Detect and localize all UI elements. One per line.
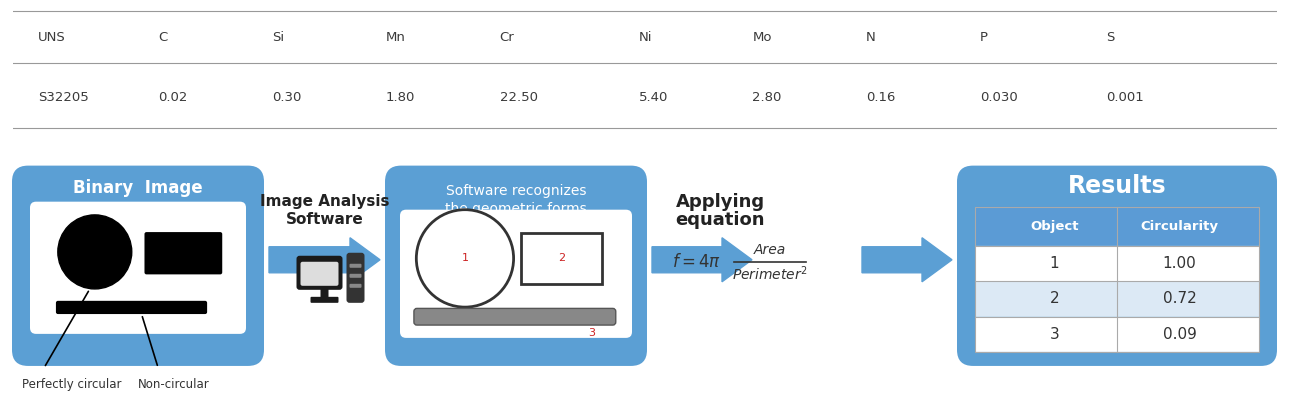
Text: 1: 1	[462, 253, 468, 264]
FancyBboxPatch shape	[297, 256, 343, 290]
Text: 0.02: 0.02	[159, 91, 187, 104]
Polygon shape	[862, 238, 952, 282]
Text: 2: 2	[557, 253, 565, 264]
Text: 1.00: 1.00	[1162, 256, 1196, 271]
FancyBboxPatch shape	[301, 262, 338, 286]
Text: Software: Software	[285, 212, 364, 227]
Text: Cr: Cr	[499, 31, 515, 44]
Text: 0.09: 0.09	[1162, 327, 1196, 342]
Text: Non-circular: Non-circular	[138, 378, 210, 391]
FancyBboxPatch shape	[144, 232, 222, 275]
FancyBboxPatch shape	[975, 281, 1259, 317]
FancyBboxPatch shape	[414, 308, 615, 325]
Text: 3: 3	[588, 328, 595, 338]
Text: equation: equation	[675, 211, 765, 229]
Text: Circularity: Circularity	[1140, 220, 1219, 233]
Text: Mn: Mn	[386, 31, 406, 44]
Text: 0.30: 0.30	[272, 91, 302, 104]
FancyBboxPatch shape	[12, 166, 264, 366]
Text: 2: 2	[1050, 291, 1059, 306]
FancyBboxPatch shape	[957, 166, 1277, 366]
Text: Mo: Mo	[752, 31, 771, 44]
Text: 2.80: 2.80	[752, 91, 782, 104]
Text: Perfectly circular: Perfectly circular	[22, 378, 121, 391]
Circle shape	[58, 215, 132, 289]
Text: Ni: Ni	[639, 31, 653, 44]
FancyBboxPatch shape	[311, 297, 338, 303]
Text: 1.80: 1.80	[386, 91, 415, 104]
FancyBboxPatch shape	[320, 288, 329, 298]
Text: Binary  Image: Binary Image	[74, 179, 203, 197]
Text: Si: Si	[272, 31, 284, 44]
Text: Results: Results	[1068, 174, 1166, 197]
Text: 5.40: 5.40	[639, 91, 668, 104]
Text: 22.50: 22.50	[499, 91, 538, 104]
Text: 1: 1	[1050, 256, 1059, 271]
Polygon shape	[270, 238, 381, 282]
FancyBboxPatch shape	[384, 166, 648, 366]
Text: 0.72: 0.72	[1162, 291, 1196, 306]
Text: Area: Area	[753, 243, 786, 257]
FancyBboxPatch shape	[350, 284, 361, 288]
Text: $f = 4\pi$: $f = 4\pi$	[672, 253, 721, 271]
Text: S: S	[1107, 31, 1115, 44]
FancyBboxPatch shape	[400, 210, 632, 338]
Text: 3: 3	[1050, 327, 1059, 342]
Text: S32205: S32205	[39, 91, 89, 104]
Text: Perimeter$^2$: Perimeter$^2$	[733, 264, 808, 283]
Text: N: N	[866, 31, 876, 44]
Text: UNS: UNS	[39, 31, 66, 44]
Text: C: C	[159, 31, 168, 44]
Text: P: P	[980, 31, 988, 44]
Text: Software recognizes
the geometric forms: Software recognizes the geometric forms	[445, 184, 587, 216]
Bar	[975, 207, 1259, 352]
FancyBboxPatch shape	[55, 301, 208, 314]
Text: 0.16: 0.16	[866, 91, 895, 104]
FancyBboxPatch shape	[347, 253, 365, 303]
Text: Image Analysis: Image Analysis	[259, 194, 390, 209]
FancyBboxPatch shape	[30, 202, 246, 334]
Text: 0.030: 0.030	[980, 91, 1018, 104]
Text: 0.001: 0.001	[1107, 91, 1144, 104]
FancyBboxPatch shape	[975, 246, 1259, 281]
FancyBboxPatch shape	[975, 207, 1259, 246]
FancyBboxPatch shape	[350, 274, 361, 278]
Text: Applying: Applying	[676, 193, 765, 211]
FancyBboxPatch shape	[975, 317, 1259, 352]
Text: Object: Object	[1031, 220, 1078, 233]
FancyBboxPatch shape	[350, 264, 361, 268]
Polygon shape	[651, 238, 752, 282]
